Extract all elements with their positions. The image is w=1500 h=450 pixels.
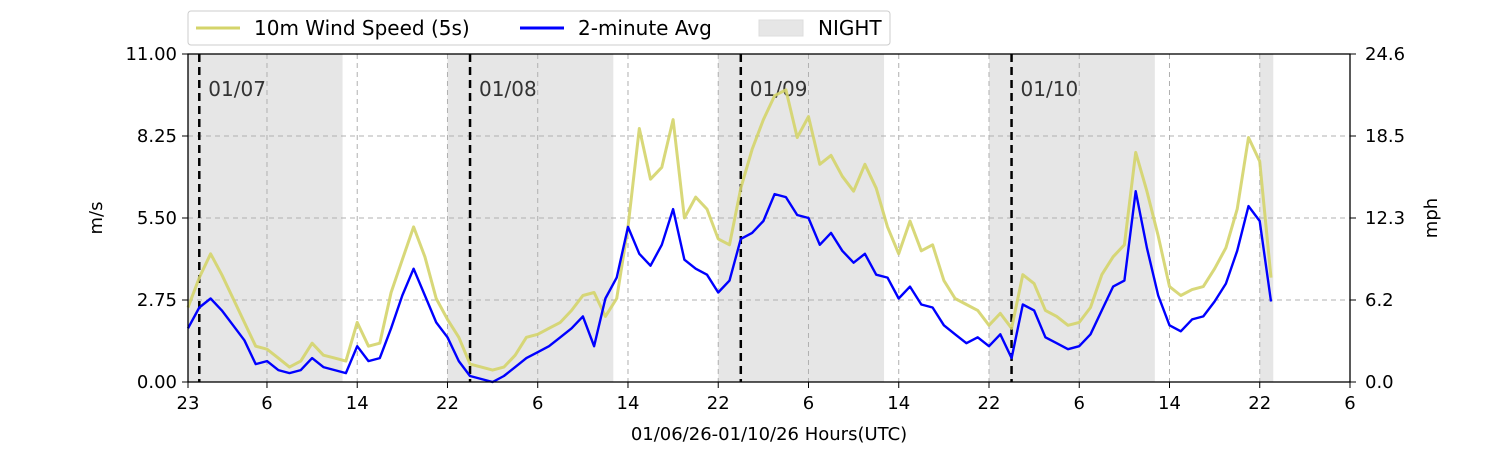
y-axis-label-right: mph	[1421, 198, 1442, 238]
y-tick-label-right: 0.0	[1365, 372, 1394, 393]
y-tick-label-right: 18.5	[1365, 126, 1405, 147]
day-marker-label: 01/09	[750, 77, 808, 101]
y-tick-label-right: 6.2	[1365, 290, 1394, 311]
series-layer	[186, 88, 1273, 384]
x-tick-label: 14	[1158, 393, 1181, 414]
x-tick-label: 22	[1248, 393, 1271, 414]
y-tick-label-right: 12.3	[1365, 208, 1405, 229]
tick-layer: 23 6 14 22 6 14 22 6 14 22 6 14 22 6 0.00 0.0 2.75 6.2 5.5…	[125, 44, 1405, 414]
x-tick-label: 6	[1344, 393, 1355, 414]
x-tick-label: 6	[1074, 393, 1085, 414]
x-tick-label: 6	[803, 393, 814, 414]
legend: 10m Wind Speed (5s) 2-minute Avg NIGHT	[187, 10, 891, 46]
series-line-2min-avg	[186, 189, 1273, 384]
night-band	[188, 54, 343, 382]
legend-label-2min-avg: 2-minute Avg	[578, 16, 712, 40]
x-tick-label: 6	[261, 393, 272, 414]
x-axis-label: 01/06/26-01/10/26 Hours(UTC)	[631, 424, 907, 445]
x-tick-label: 22	[978, 393, 1001, 414]
day-marker-label: 01/08	[479, 77, 537, 101]
x-tick-label: 22	[436, 393, 459, 414]
x-tick-label: 22	[707, 393, 730, 414]
day-marker-label: 01/07	[208, 77, 266, 101]
series-line-wind-speed	[186, 88, 1273, 372]
y-tick-label-right: 24.6	[1365, 44, 1405, 65]
y-axis-label-left: m/s	[86, 202, 107, 235]
legend-swatch-night	[758, 19, 804, 37]
x-tick-label: 14	[617, 393, 640, 414]
x-tick-label: 23	[177, 393, 200, 414]
legend-label-wind-speed: 10m Wind Speed (5s)	[254, 16, 470, 40]
y-tick-label-left: 5.50	[137, 208, 177, 229]
legend-label-night: NIGHT	[818, 16, 882, 40]
y-tick-label-left: 0.00	[137, 372, 177, 393]
day-marker-label: 01/10	[1021, 77, 1079, 101]
x-tick-label: 6	[532, 393, 543, 414]
x-tick-label: 14	[346, 393, 369, 414]
y-tick-label-left: 8.25	[137, 126, 177, 147]
y-tick-label-left: 11.00	[125, 44, 177, 65]
y-tick-label-left: 2.75	[137, 290, 177, 311]
day-marker-layer: 01/07 01/08 01/09 01/10	[198, 54, 1079, 382]
x-tick-label: 14	[887, 393, 910, 414]
